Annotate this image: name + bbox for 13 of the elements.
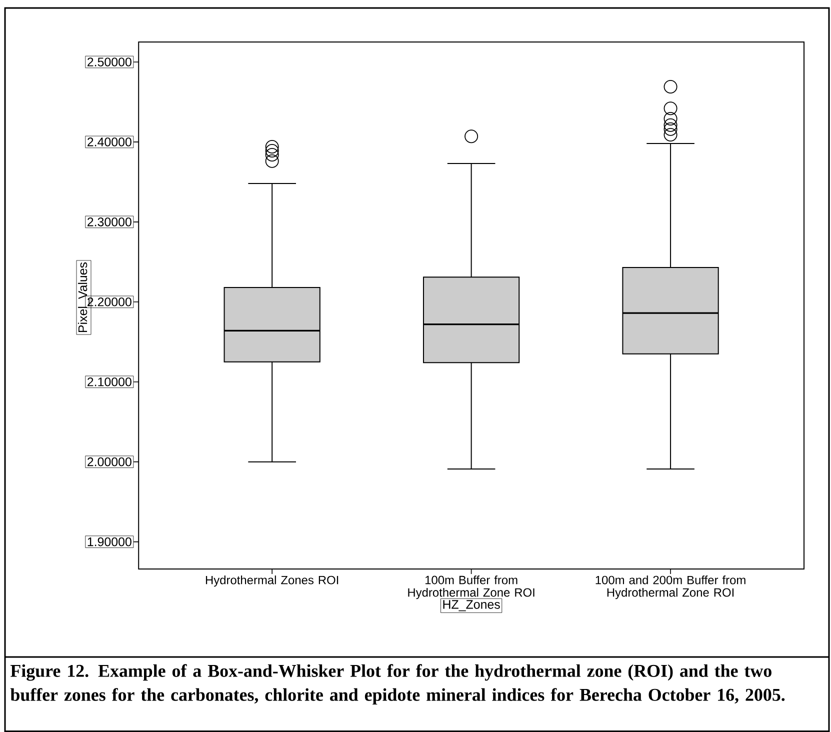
x-tick-label: Hydrothermal Zones ROI	[206, 576, 338, 587]
x-tick-label: 100m and 200m Buffer from Hydrothermal Zone ROI	[596, 576, 746, 600]
y-axis-title: Pixel_Values	[78, 262, 90, 332]
x-axis-title: HZ_Zones	[443, 600, 500, 612]
y-tick-label: 1.90000	[88, 537, 132, 546]
y-tick-label: 2.20000	[88, 297, 132, 306]
y-tick-label: 2.50000	[88, 58, 132, 66]
y-tick-label: 2.30000	[88, 218, 132, 226]
text: Figure 12. Example of a Box-and-Whisker Plot for for the hydrothermal zone (ROI) and the two buffer zones for the carbonates, chlorite and epidote mineral indices for Berecha October 16, 2005.	[10, 664, 785, 705]
y-tick-label: 2.10000	[88, 377, 132, 386]
x-tick-label: 100m Buffer from Hydrothermal Zone ROI	[408, 576, 534, 600]
y-tick-label: 2.00000	[88, 457, 132, 466]
y-tick-label: 2.40000	[88, 138, 132, 146]
